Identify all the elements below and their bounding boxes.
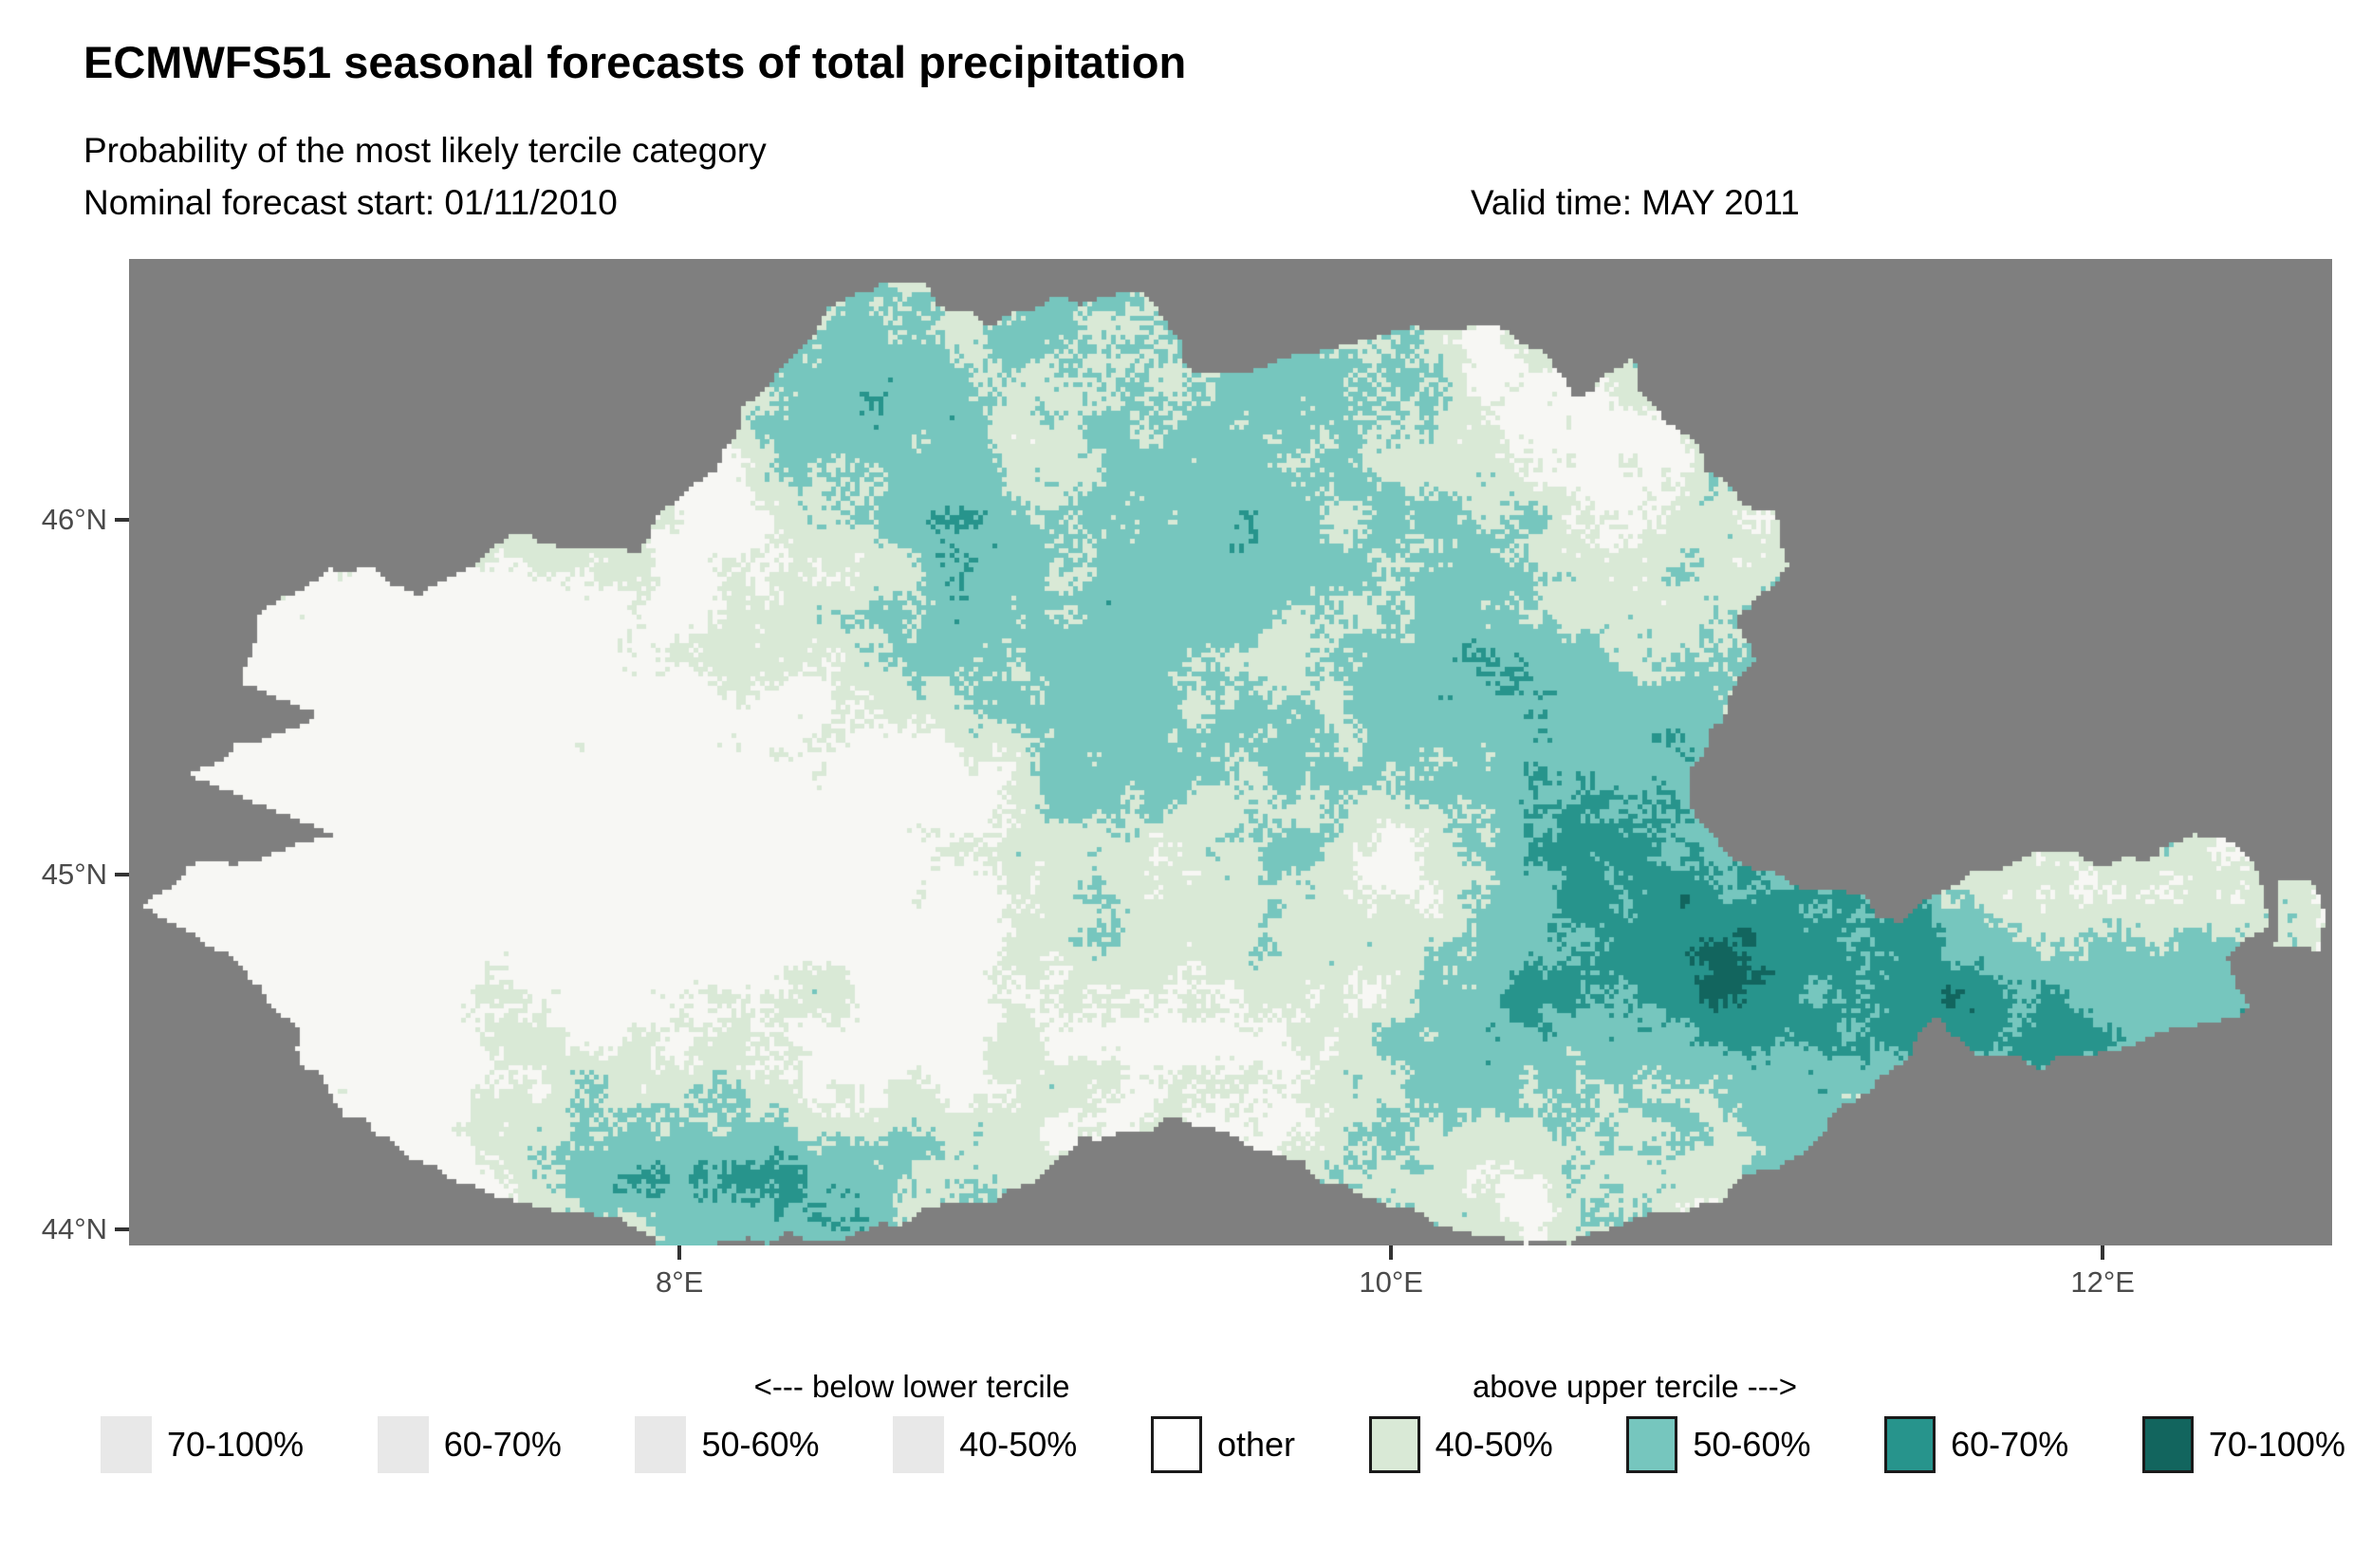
legend-swatch [893,1416,945,1473]
legend-swatch [2141,1416,2194,1473]
forecast-map-canvas [129,259,2332,1245]
legend-item-above-70-100-: 70-100% [2141,1416,2345,1473]
y-tick-label: 44°N [41,1212,107,1246]
legend-item-below-70-100-: 70-100% [101,1416,304,1473]
y-tick-mark [115,1227,129,1232]
legend-item-below-40-50-: 40-50% [893,1416,1077,1473]
legend-item-other-other: other [1150,1416,1296,1473]
map-panel [129,259,2332,1245]
legend-label: 70-100% [167,1425,305,1464]
legend-header-below: <--- below lower tercile [753,1369,1070,1404]
legend-label: other [1216,1425,1296,1464]
legend-label: 40-50% [959,1425,1078,1464]
page-title: ECMWFS51 seasonal forecasts of total pre… [83,37,1187,87]
legend-item-above-50-60-: 50-60% [1626,1416,1810,1473]
legend-label: 50-60% [701,1425,820,1464]
legend-header-above: above upper tercile ---> [1472,1369,1798,1404]
legend-item-above-60-70-: 60-70% [1884,1416,2068,1473]
legend-swatch [1626,1416,1678,1473]
y-tick-label: 45°N [41,858,107,892]
x-tick-label: 10°E [1359,1265,1423,1299]
legend-label: 60-70% [1951,1425,2069,1464]
legend-swatch [1150,1416,1202,1473]
y-tick-mark [115,873,129,877]
y-tick-label: 46°N [41,502,107,536]
legend-label: 60-70% [443,1425,562,1464]
legend-swatch [1368,1416,1420,1473]
x-tick-mark [677,1245,682,1260]
legend-swatch [1884,1416,1936,1473]
legend-label: 70-100% [2208,1425,2345,1464]
legend-label: 50-60% [1693,1425,1811,1464]
forecast-start-label: Nominal forecast start: 01/11/2010 [83,183,618,222]
x-tick-mark [2101,1245,2105,1260]
legend-item-above-40-50-: 40-50% [1368,1416,1553,1473]
x-tick-mark [1389,1245,1394,1260]
legend: 70-100% 60-70% 50-60% 40-50% other 40-50% 50-6… [101,1413,2345,1476]
legend-item-below-50-60-: 50-60% [635,1416,820,1473]
legend-label: 40-50% [1435,1425,1553,1464]
x-tick-label: 12°E [2070,1265,2135,1299]
legend-swatch [377,1416,429,1473]
legend-swatch [635,1416,687,1473]
x-tick-label: 8°E [655,1265,704,1299]
subtitle: Probability of the most likely tercile c… [83,131,767,170]
valid-time-label: Valid time: MAY 2011 [1471,183,1800,222]
y-tick-mark [115,517,129,522]
legend-item-below-60-70-: 60-70% [377,1416,562,1473]
legend-swatch [101,1416,152,1473]
